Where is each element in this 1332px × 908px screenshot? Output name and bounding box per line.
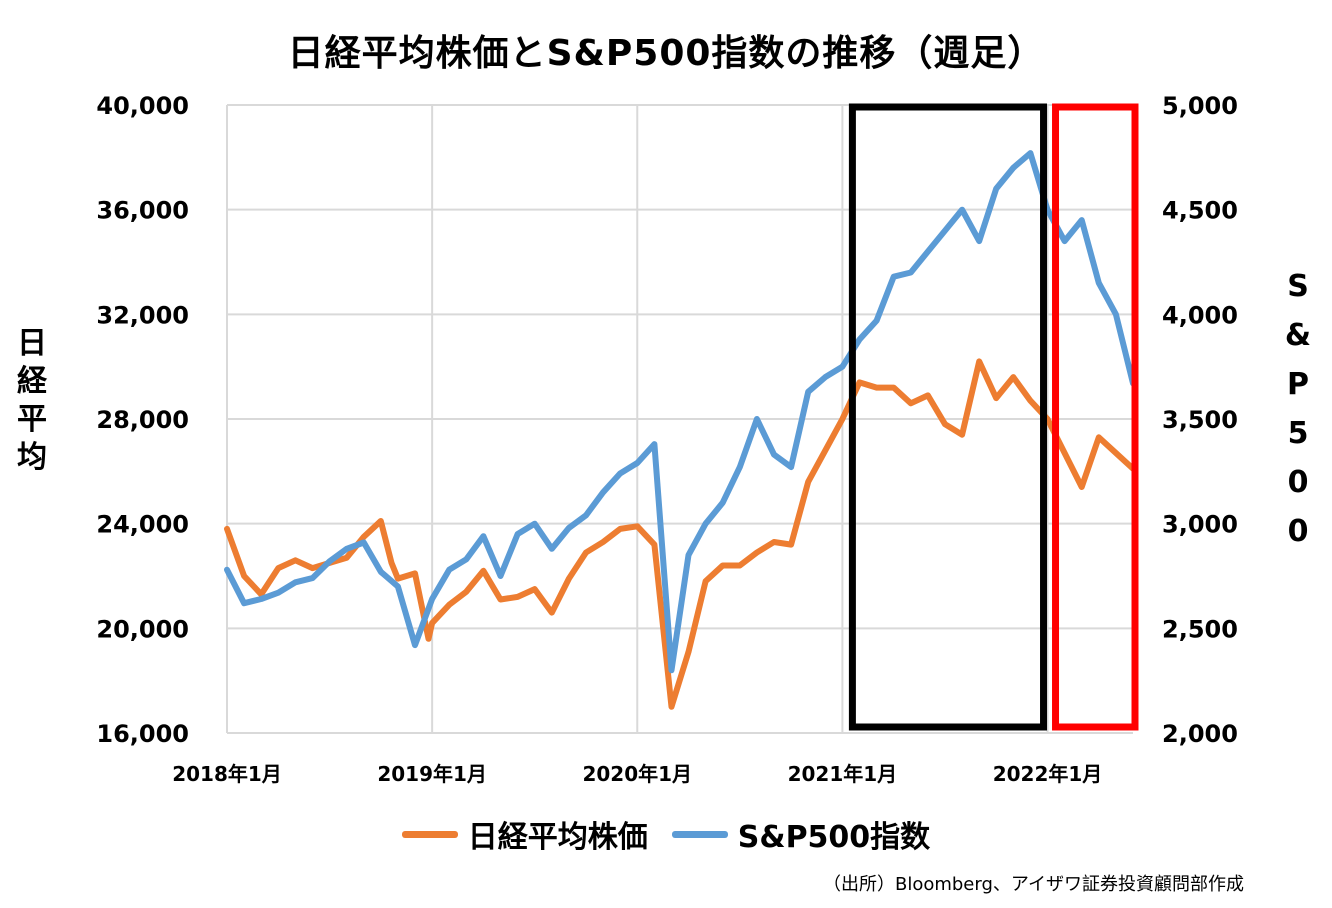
y-left-tick-label: 20,000 xyxy=(96,615,189,643)
x-tick-label: 2021年1月 xyxy=(788,762,898,786)
legend-label-nikkei: 日経平均株価 xyxy=(467,820,648,855)
sp500-series-line xyxy=(224,150,1136,674)
legend-label-sp500: S&P500指数 xyxy=(737,820,931,855)
y-right-tick-label: 4,500 xyxy=(1162,197,1238,225)
legend: 日経平均株価 S&P500指数 xyxy=(0,812,1332,856)
legend-item-nikkei: 日経平均株価 xyxy=(401,812,648,856)
y-left-tick-label: 28,000 xyxy=(96,406,189,434)
x-tick-label: 2020年1月 xyxy=(582,762,692,786)
y-axis-right-label: S&P500 xyxy=(1284,269,1312,549)
gridlines xyxy=(226,104,1133,734)
y-left-tick-label: 36,000 xyxy=(96,197,189,225)
legend-item-sp500: S&P500指数 xyxy=(671,812,931,856)
y-axis-left-label: 日経平均 xyxy=(17,326,47,475)
y-right-tick-label: 4,000 xyxy=(1162,301,1238,329)
x-tick-label: 2019年1月 xyxy=(377,762,487,786)
y-left-tick-label: 32,000 xyxy=(96,301,189,329)
y-right-tick-label: 5,000 xyxy=(1162,92,1238,120)
legend-swatch-nikkei xyxy=(401,830,458,838)
source-note: （出所）Bloomberg、アイザワ証券投資顧問部作成 xyxy=(822,874,1244,895)
highlight-box-2021 xyxy=(848,103,1048,731)
legend-swatch-sp500 xyxy=(671,830,728,838)
y-right-tick-label: 3,000 xyxy=(1162,511,1238,539)
x-tick-label: 2018年1月 xyxy=(172,762,282,786)
highlight-box-2022 xyxy=(1052,103,1139,731)
nikkei-series-line xyxy=(224,358,1136,710)
y-left-tick-label: 16,000 xyxy=(96,720,189,748)
y-left-tick-label: 40,000 xyxy=(96,92,189,120)
y-right-tick-label: 2,000 xyxy=(1162,720,1238,748)
y-right-tick-label: 2,500 xyxy=(1162,615,1238,643)
y-left-tick-label: 24,000 xyxy=(96,511,189,539)
highlight-boxes xyxy=(848,103,1139,731)
tick-labels: 16,000 2,000 20,000 2,500 24,000 3,000 28,000 3… xyxy=(96,92,1238,786)
y-right-tick-label: 3,500 xyxy=(1162,406,1238,434)
x-tick-label: 2022年1月 xyxy=(993,762,1103,786)
chart-title: 日経平均株価とS&P500指数の推移（週足） xyxy=(287,33,1045,74)
series-lines xyxy=(224,150,1136,710)
